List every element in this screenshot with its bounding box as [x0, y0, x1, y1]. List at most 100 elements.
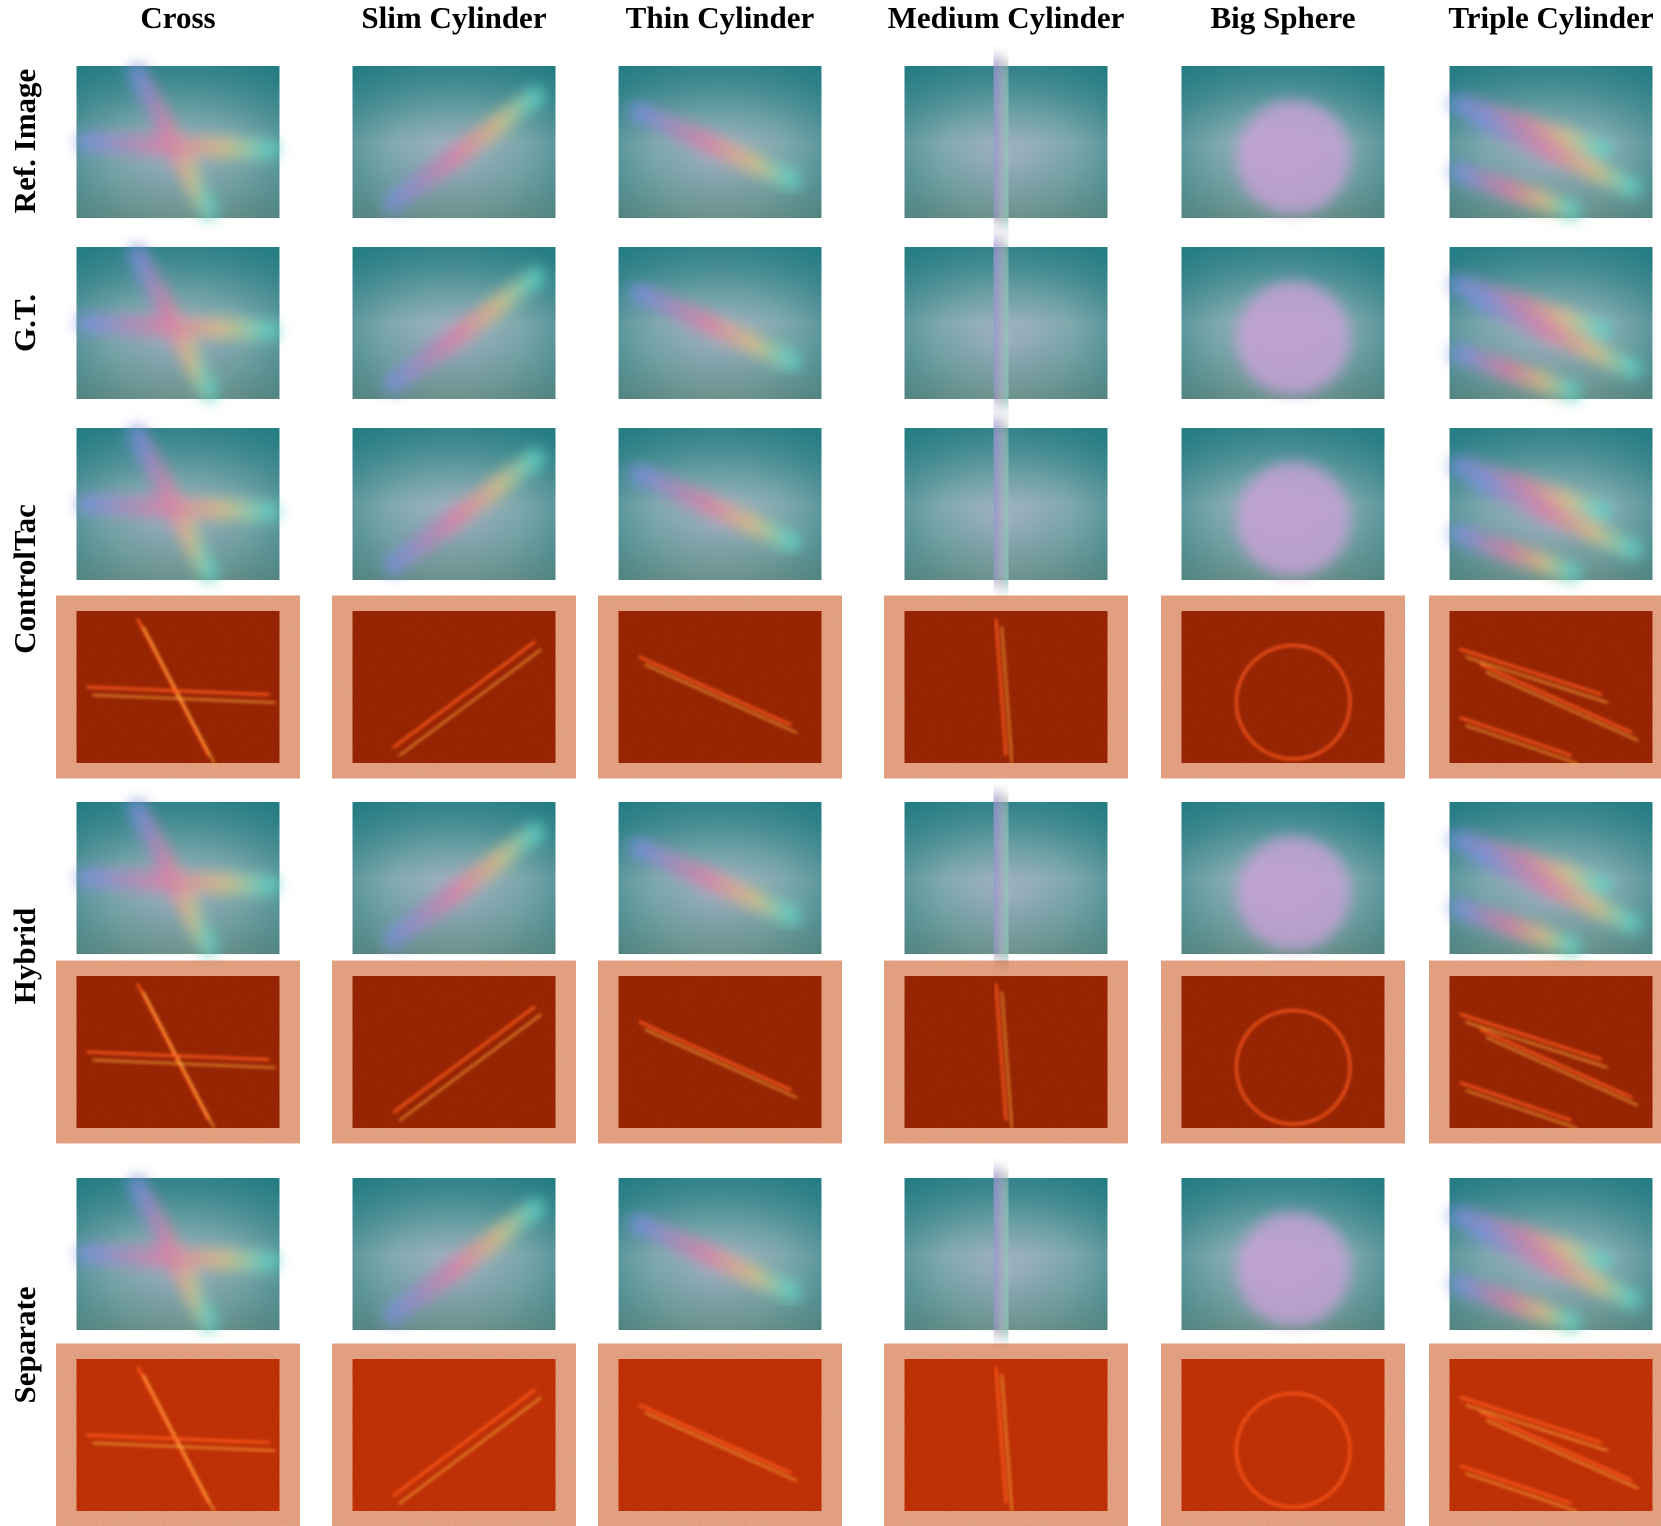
contact-imprint — [1449, 94, 1643, 221]
imprint-stroke — [383, 267, 546, 394]
tactile-image — [352, 1178, 556, 1330]
edge-line — [136, 618, 210, 756]
edge-line — [1485, 1036, 1639, 1107]
heatmap-image — [76, 976, 280, 1129]
imprint-stroke — [383, 448, 546, 575]
imprint-stroke — [978, 56, 1023, 228]
edge-line — [392, 1388, 536, 1497]
edge-line — [1465, 1472, 1578, 1513]
contact-imprint — [628, 101, 802, 190]
imprint-stroke — [383, 1198, 546, 1325]
edge-line — [1479, 1028, 1633, 1099]
image-noise — [618, 976, 822, 1128]
tactile-image — [618, 1178, 822, 1330]
contact-imprint — [76, 425, 280, 583]
image-noise — [352, 611, 556, 763]
edge-response — [86, 1366, 276, 1512]
image-shade — [352, 1178, 556, 1330]
contact-imprint — [1236, 100, 1350, 215]
edge-ring — [1235, 644, 1352, 761]
image-shade — [352, 66, 556, 218]
image-noise — [352, 1359, 556, 1511]
row-label: Hybrid — [7, 908, 42, 1004]
row-label: Ref. Image — [7, 69, 42, 214]
tactile-image — [1181, 1178, 1385, 1330]
imprint-disc — [1236, 462, 1350, 577]
contact-imprint — [1449, 275, 1643, 402]
edge-line — [86, 1050, 270, 1061]
contact-imprint — [1449, 1206, 1643, 1333]
tactile-image — [1449, 66, 1653, 221]
contact-imprint — [1236, 281, 1350, 396]
contact-imprint — [76, 63, 280, 221]
image-shade — [352, 802, 556, 954]
edge-ring — [1235, 1009, 1352, 1126]
tactile-image — [1449, 802, 1653, 957]
row-label: G.T. — [7, 294, 42, 352]
imprint-stroke — [1449, 524, 1582, 583]
edge-line — [392, 640, 536, 749]
imprint-stroke — [628, 101, 802, 190]
edge-line — [1485, 1419, 1639, 1490]
contact-imprint — [978, 418, 1023, 590]
heatmap-image — [352, 1359, 556, 1511]
contact-imprint — [76, 244, 280, 402]
imprint-stroke — [978, 418, 1023, 590]
edge-response — [1235, 1392, 1352, 1509]
imprint-stroke — [76, 494, 280, 522]
imprint-stroke — [628, 1213, 802, 1302]
edge-line — [92, 1442, 276, 1452]
edge-line — [136, 1366, 210, 1504]
heatmap-image — [352, 611, 556, 763]
heatmap-image — [618, 611, 822, 763]
edge-line — [1459, 1464, 1572, 1505]
edge-ring — [1235, 1392, 1352, 1509]
tactile-image — [76, 244, 280, 402]
contact-imprint — [383, 86, 546, 213]
edge-line — [142, 991, 216, 1129]
contact-imprint — [628, 1213, 802, 1302]
edge-line — [1479, 663, 1633, 734]
tactile-image — [618, 66, 822, 218]
edge-response — [1459, 647, 1639, 765]
imprint-disc — [1236, 281, 1350, 396]
heatmap-image — [618, 976, 822, 1128]
column-header: Big Sphere — [1211, 0, 1356, 35]
heatmap-image — [352, 976, 556, 1128]
edge-line — [644, 1411, 798, 1482]
tactile-image — [1181, 247, 1385, 399]
imprint-stroke — [76, 313, 280, 341]
edge-line — [392, 1005, 536, 1114]
tactile-image — [1181, 802, 1385, 954]
tactile-image — [1449, 1178, 1653, 1333]
edge-line — [1001, 626, 1013, 764]
edge-response — [1459, 1012, 1639, 1130]
imprint-stroke — [1469, 845, 1643, 934]
edge-line — [1465, 1404, 1608, 1452]
image-shade — [352, 428, 556, 580]
imprint-stroke — [383, 86, 546, 213]
image-noise — [618, 1359, 822, 1511]
heatmap-image — [1449, 976, 1653, 1130]
edge-line — [86, 685, 270, 696]
row-label: Separate — [7, 1286, 42, 1403]
edge-line — [1465, 724, 1578, 765]
heatmap-image — [76, 611, 280, 764]
edge-line — [644, 663, 798, 734]
tactile-image — [76, 425, 280, 583]
column-header: Thin Cylinder — [626, 0, 815, 35]
edge-line — [92, 694, 276, 704]
contact-imprint — [628, 463, 802, 552]
imprint-stroke — [1449, 343, 1582, 402]
edge-line — [398, 648, 542, 757]
heatmap-image — [904, 611, 1108, 764]
tactile-image — [76, 799, 280, 957]
heatmap-image — [904, 976, 1108, 1129]
edge-line — [1001, 991, 1013, 1129]
tactile-image — [352, 428, 556, 580]
edge-line — [1459, 647, 1603, 696]
image-noise — [1449, 1359, 1653, 1511]
contact-imprint — [978, 56, 1023, 228]
